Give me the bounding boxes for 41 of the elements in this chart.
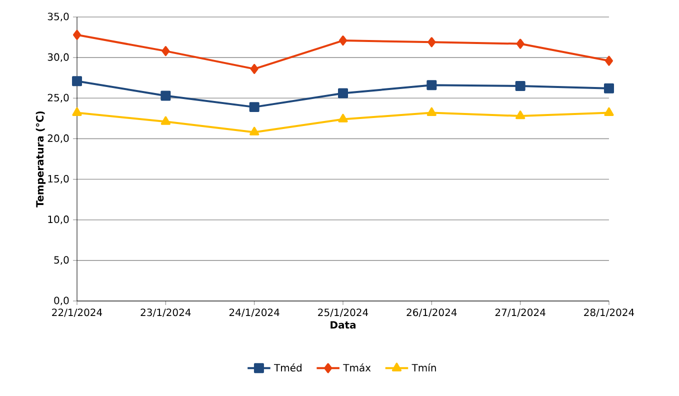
x-axis-title: Data	[330, 321, 356, 329]
legend-label: Tméd	[274, 363, 302, 372]
point	[516, 38, 524, 49]
legend-label: Tmín	[412, 363, 436, 372]
point	[73, 30, 82, 40]
legend-label: Tmáx	[343, 363, 371, 372]
y-tick-label: 15,0	[48, 174, 69, 184]
point	[604, 83, 614, 94]
x-tick-label: 22/1/2024	[52, 308, 102, 317]
point	[604, 56, 613, 66]
point	[428, 37, 436, 48]
y-tick-label: 25,0	[48, 94, 69, 102]
y-tick-label: 10,0	[48, 216, 69, 224]
x-tick-label: 25/1/2024	[318, 308, 368, 317]
point	[72, 107, 82, 116]
y-tick-label: 30,0	[48, 53, 69, 62]
point	[160, 90, 171, 101]
point	[604, 107, 614, 116]
point	[516, 110, 526, 120]
y-tick-label: 20,0	[48, 134, 69, 144]
point	[338, 88, 348, 98]
point	[250, 64, 258, 74]
point	[162, 46, 170, 56]
point	[515, 80, 526, 91]
y-tick-label: 35,0	[48, 12, 69, 22]
x-tick-label: 24/1/2024	[229, 308, 280, 317]
point	[250, 126, 260, 136]
x-tick-label: 26/1/2024	[406, 308, 457, 317]
point	[426, 107, 436, 116]
y-tick-label: 5,0	[54, 256, 69, 265]
y-tick-label: 0,0	[54, 296, 69, 306]
x-tick-label: 27/1/2024	[495, 308, 546, 317]
point	[72, 76, 82, 86]
point	[426, 80, 437, 90]
x-tick-label: 23/1/2024	[140, 308, 191, 317]
point	[338, 114, 348, 122]
x-tick-label: 28/1/2024	[584, 308, 634, 317]
point	[249, 102, 260, 112]
point	[160, 116, 170, 125]
y-axis-title: Temperatura (°C)	[36, 111, 46, 208]
point	[339, 36, 347, 46]
